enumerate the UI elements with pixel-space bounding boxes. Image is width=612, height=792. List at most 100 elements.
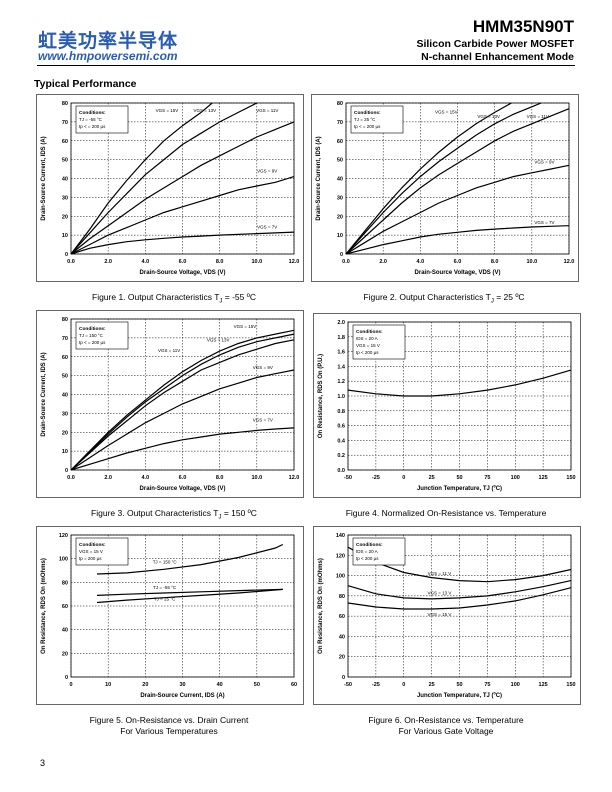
series-line: [347, 546, 572, 583]
x-tick-label: 0.0: [67, 475, 75, 481]
series-label: VGS = 7V: [253, 418, 273, 423]
y-tick-label: 2.0: [337, 320, 345, 326]
series-line: [70, 329, 295, 471]
conditions-box: [75, 105, 129, 134]
y-tick-label: 40: [62, 393, 68, 399]
conditions-text: Conditions:: [79, 110, 106, 116]
x-tick-label: 25: [429, 475, 435, 481]
y-axis-label: On Resistance, RDS On (mOhms): [318, 558, 324, 654]
conditions-box: [75, 321, 129, 350]
x-tick-label: 4.0: [417, 259, 425, 265]
x-tick-label: 2.0: [104, 475, 112, 481]
figure-2-chart: 0.0 2.0 4.0 6.0 8.0 10.0 12.0 0 10 20 30 40 50 60 70 80…: [311, 94, 579, 282]
x-tick-label: 6.0: [179, 475, 187, 481]
x-tick-label: 0: [402, 682, 405, 688]
x-tick-label: 40: [217, 682, 223, 688]
y-tick-label: 10: [337, 233, 343, 239]
series-label: VGS = 13 V: [427, 591, 451, 596]
x-axis-label: Drain-Source Current, IDS (A): [140, 693, 224, 699]
y-tick-label: 0.2: [337, 453, 345, 459]
y-tick-label: 10: [62, 449, 68, 455]
x-tick-label: -25: [372, 475, 380, 481]
conditions-text: Conditions:: [356, 542, 383, 548]
x-tick-label: 8.0: [216, 475, 224, 481]
x-tick-label: 6.0: [454, 259, 462, 265]
x-tick-label: 12.0: [564, 259, 575, 265]
series-line: [96, 543, 284, 575]
y-tick-label: 30: [62, 411, 68, 417]
conditions-text: Conditions:: [79, 542, 106, 548]
conditions-text: tp < 200 µs: [356, 350, 379, 355]
x-tick-label: 25: [429, 682, 435, 688]
series-line: [70, 176, 295, 255]
x-tick-label: 150: [566, 475, 575, 481]
series-line: [345, 108, 570, 255]
y-axis-label: Drain-Source Current, IDS (A): [41, 136, 47, 220]
x-axis-label: Drain-Source Voltage, VDS (V): [140, 270, 226, 276]
series-label: VGS = 11V: [527, 114, 549, 119]
x-tick-label: 0: [402, 475, 405, 481]
series-label: VGS = 15V: [435, 110, 458, 115]
y-tick-label: 0: [65, 675, 68, 681]
x-tick-label: 0.0: [342, 259, 350, 265]
y-tick-label: 1.2: [337, 379, 345, 385]
y-tick-label: 1.6: [337, 350, 345, 356]
conditions-text: Conditions:: [79, 326, 106, 332]
x-axis-label: Junction Temperature, TJ (ºC): [417, 693, 502, 699]
x-tick-label: 12.0: [289, 259, 300, 265]
plot-frame: [70, 102, 295, 255]
x-tick-label: 125: [539, 682, 548, 688]
x-tick-label: -50: [344, 475, 352, 481]
series-label: VGS = 13V: [207, 338, 230, 343]
conditions-text: tp < = 200 µs: [79, 340, 106, 345]
series-line: [345, 102, 542, 255]
y-tick-label: 50: [337, 158, 343, 164]
y-tick-label: 60: [62, 355, 68, 361]
x-tick-label: 8.0: [491, 259, 499, 265]
series-line: [96, 588, 283, 604]
brand-url: www.hmpowersemi.com: [38, 49, 178, 63]
plot-frame: [345, 102, 570, 255]
conditions-text: IDS = 20 A: [356, 336, 378, 341]
y-tick-label: 40: [62, 177, 68, 183]
x-tick-label: 10.0: [251, 259, 262, 265]
figure-5-chart: 0 10 20 30 40 50 60 0 20 40 60 80 100 120 Drain-Source…: [36, 526, 304, 705]
x-tick-label: 30: [179, 682, 185, 688]
conditions-text: TJ = 25 °C: [354, 117, 376, 122]
device-type: Silicon Carbide Power MOSFET: [416, 38, 574, 50]
x-tick-label: 8.0: [216, 259, 224, 265]
conditions-text: Conditions:: [354, 110, 381, 116]
series-label: VGS = 15V: [156, 108, 179, 113]
y-tick-label: 20: [339, 655, 345, 661]
brand-logo-chinese: 虹美功率半导体: [38, 30, 179, 52]
y-tick-label: 100: [336, 574, 345, 580]
x-axis-label: Drain-Source Voltage, VDS (V): [415, 270, 501, 276]
series-label: VGS = 9V: [257, 168, 277, 173]
y-axis-label: On Resistance, RDS On (mOhms): [41, 558, 47, 654]
y-tick-label: 20: [62, 430, 68, 436]
x-tick-label: 0.0: [67, 259, 75, 265]
conditions-text: IDS = 20 A: [356, 549, 378, 554]
y-tick-label: 140: [336, 533, 345, 539]
series-label: VGS = 7V: [257, 224, 277, 229]
y-tick-label: 20: [62, 651, 68, 657]
y-axis-label: On Resistance, RDS On (P.U.): [318, 354, 324, 438]
y-tick-label: 0: [340, 252, 343, 258]
x-axis-label: Junction Temperature, TJ (ºC): [417, 486, 502, 492]
section-title: Typical Performance: [34, 78, 137, 90]
series-line: [347, 580, 572, 600]
series-line: [70, 427, 295, 471]
y-tick-label: 60: [62, 604, 68, 610]
conditions-text: tp < = 200 µs: [354, 124, 381, 129]
conditions-text: TJ = 150 °C: [79, 333, 104, 338]
y-tick-label: 50: [62, 158, 68, 164]
page-number: 3: [40, 758, 46, 768]
plot-frame: [70, 318, 295, 471]
y-tick-label: 10: [62, 233, 68, 239]
y-axis-label: Drain-Source Current, IDS (A): [316, 136, 322, 220]
series-label: VGS = 15V: [234, 324, 257, 329]
y-tick-label: 80: [62, 317, 68, 323]
series-label: TJ = 25 °C: [154, 596, 176, 601]
y-tick-label: 120: [59, 533, 68, 539]
x-tick-label: 2.0: [379, 259, 387, 265]
